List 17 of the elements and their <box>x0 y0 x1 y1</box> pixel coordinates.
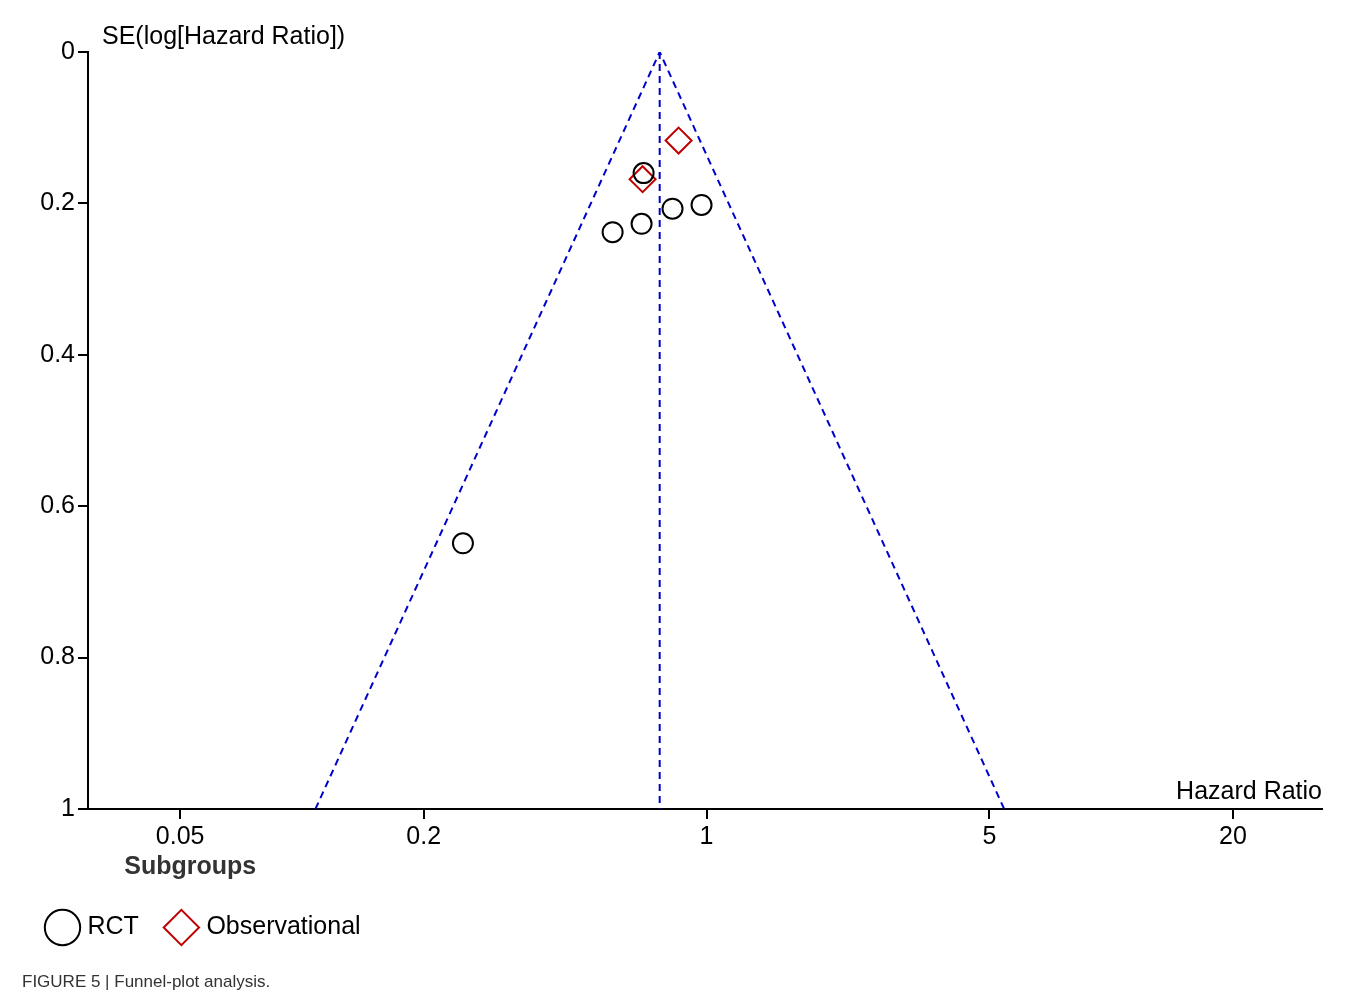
caption: FIGURE 5 | Funnel-plot analysis. <box>22 972 271 992</box>
legend-label: RCT <box>87 911 139 940</box>
x-tick-label: 0.2 <box>406 820 442 849</box>
x-tick-label: 1 <box>699 820 714 849</box>
y-tick-label: 0 <box>61 35 75 64</box>
y-tick-label: 0.4 <box>40 338 76 367</box>
y-tick-label: 0.6 <box>40 490 75 519</box>
y-tick-label: 0.2 <box>40 187 75 216</box>
x-tick-label: 0.05 <box>155 820 205 849</box>
x-tick-label: 5 <box>982 820 997 849</box>
y-tick-label: 1 <box>61 792 75 821</box>
y-axis-title: SE(log[Hazard Ratio]) <box>102 21 346 50</box>
legend-title: Subgroups <box>124 851 257 880</box>
x-tick-label: 20 <box>1219 820 1247 849</box>
x-axis-title: Hazard Ratio <box>1176 776 1322 805</box>
y-tick-label: 0.8 <box>40 641 75 670</box>
legend-label: Observational <box>206 911 361 940</box>
